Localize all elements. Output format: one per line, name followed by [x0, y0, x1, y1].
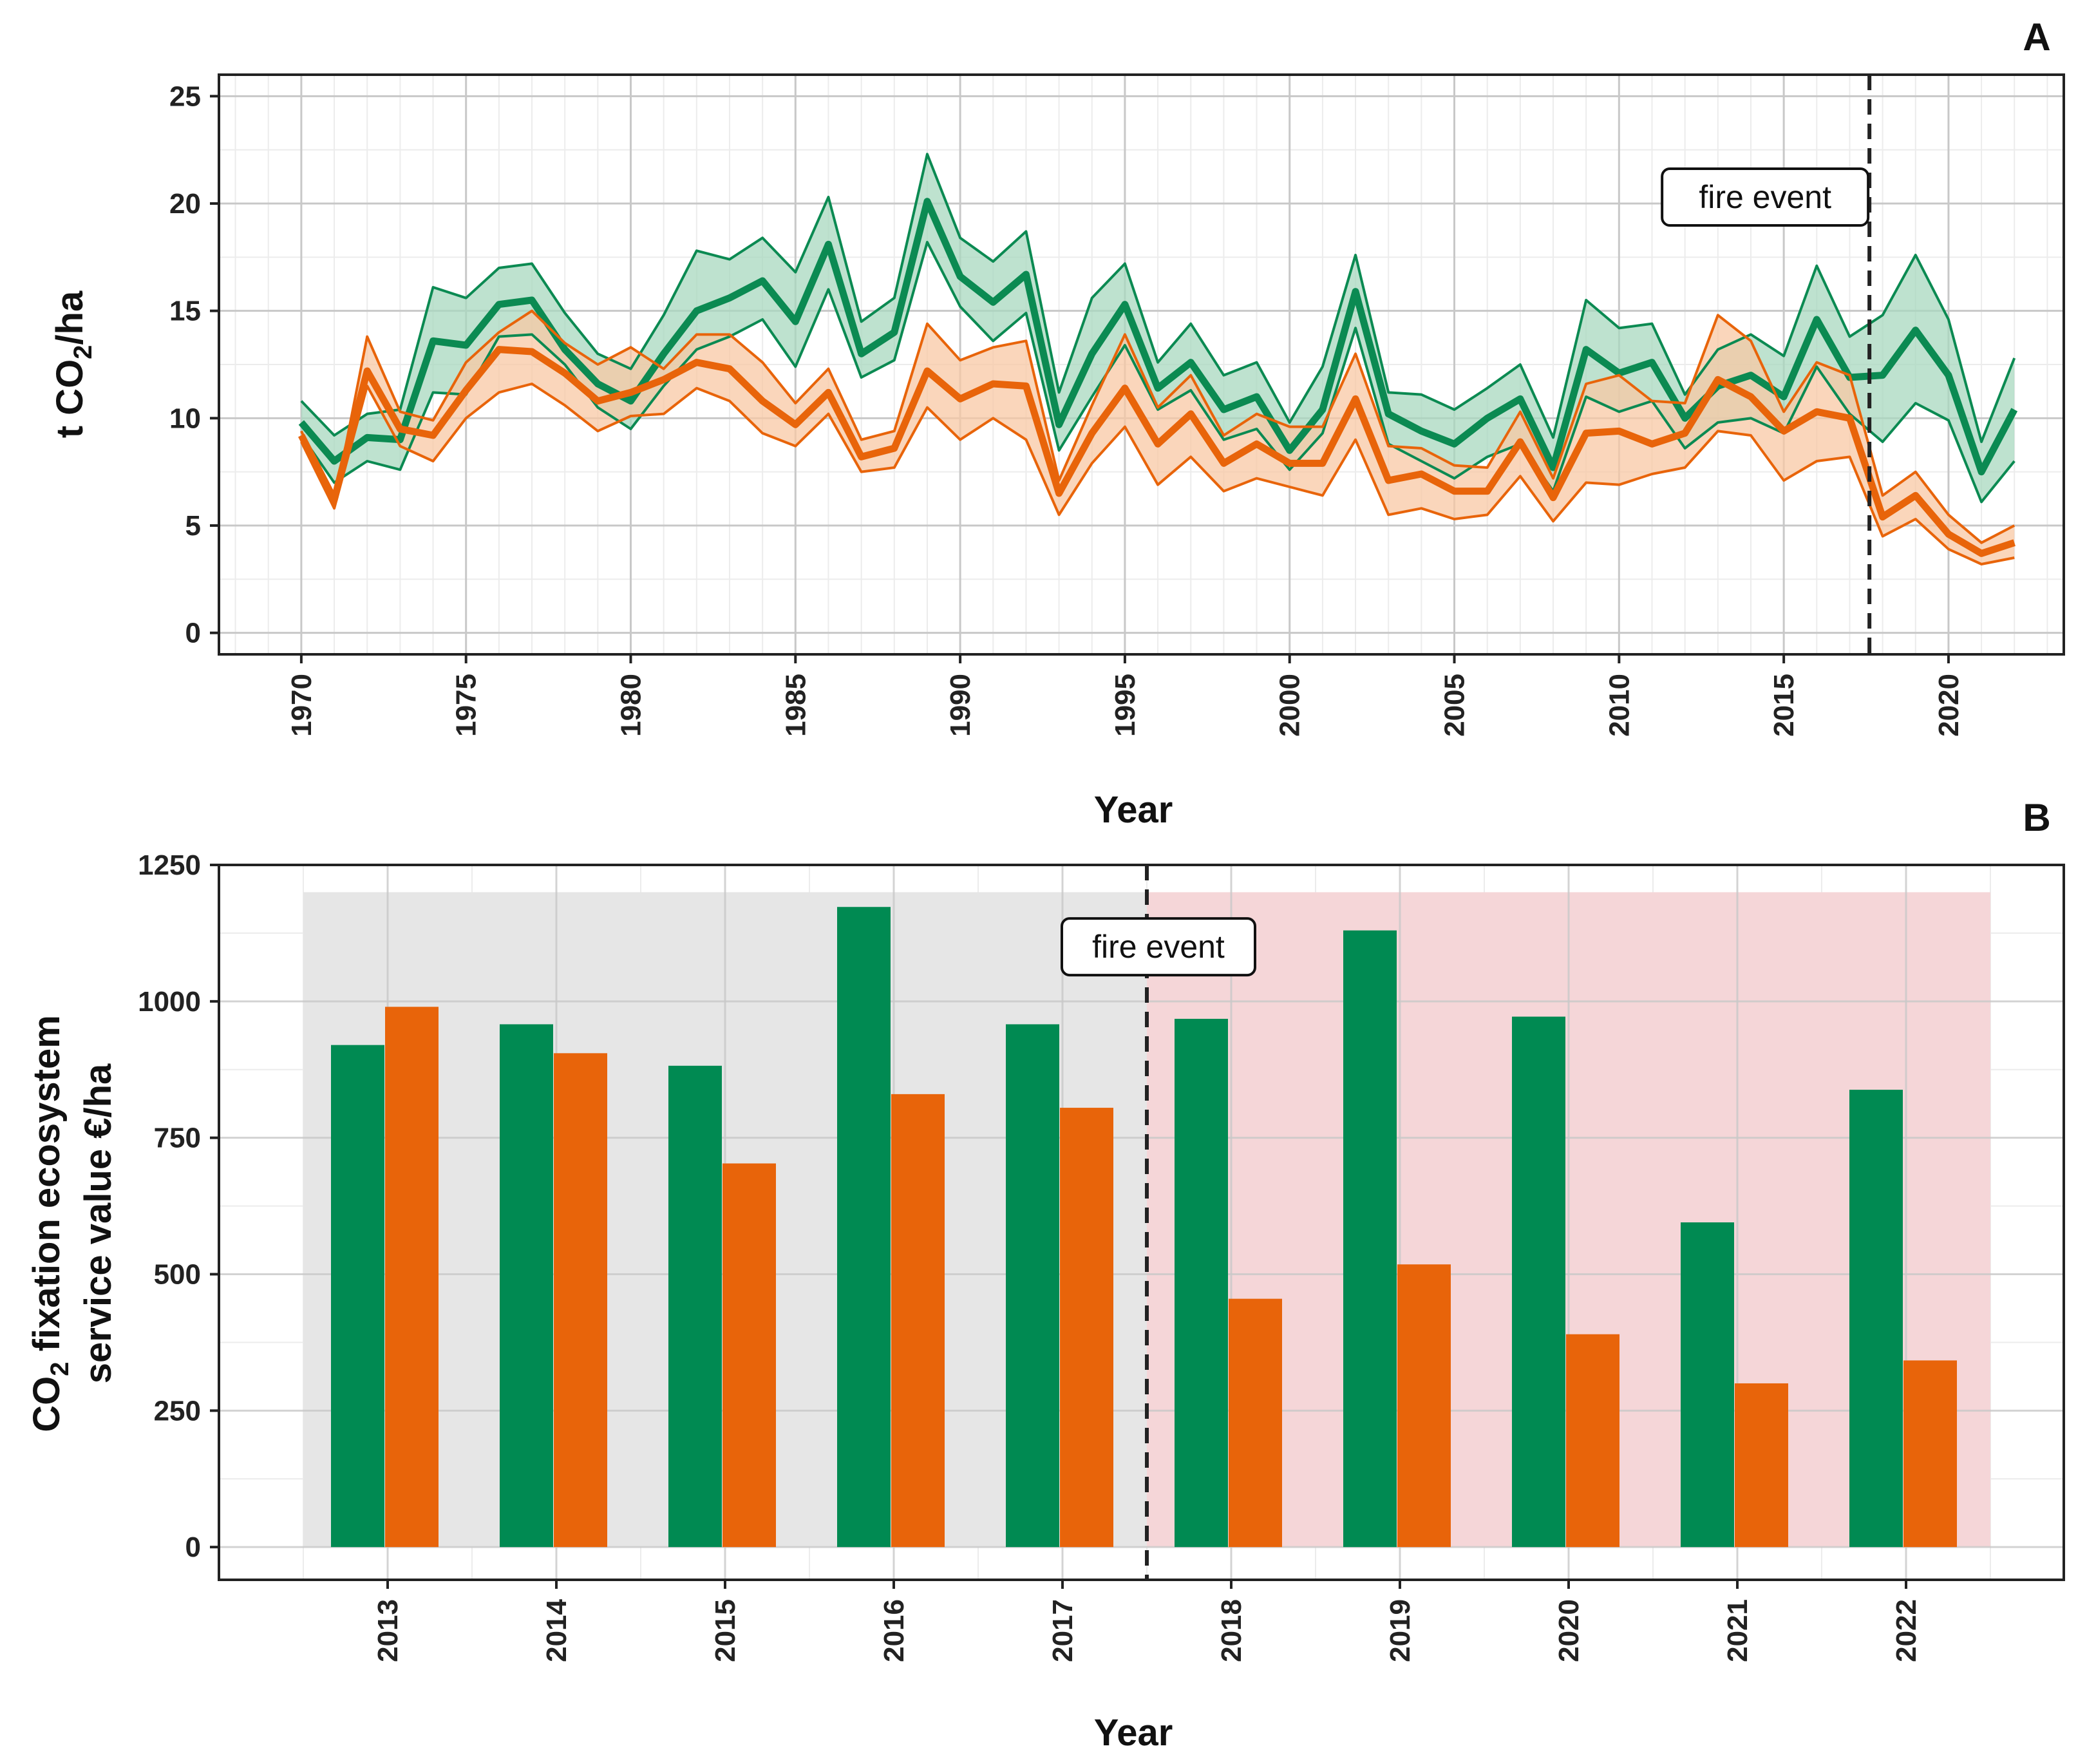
panel-a-upper-line-series-2 [300, 309, 2016, 544]
panel-b-x-tick-label: 2019 [1384, 1599, 1416, 1662]
panel-a-x-ticks: 1970 1975 1980 1985 1990 1995 2000 2005 2010 2015… [286, 654, 1965, 737]
panel-a-x-tick-label: 1985 [780, 674, 811, 737]
panel-b-bar-series-1-2017 [1006, 1024, 1059, 1548]
panel-a-y-ticks: 0 5 10 15 20 25 [169, 81, 219, 649]
panel-b-border [218, 864, 2065, 1581]
panel-a-x-tick-label: 1990 [945, 674, 976, 737]
panel-a-lower-line-series-2 [300, 383, 2015, 565]
panel-b-x-tick-label: 2022 [1891, 1599, 1922, 1662]
panel-b-bar-series-2-2015 [722, 1163, 776, 1548]
panel-b-y-tick-label: 1000 [138, 986, 201, 1018]
panel-a-y-tick-label: 5 [185, 510, 201, 542]
panel-b-y-tick-label: 0 [185, 1532, 201, 1563]
panel-b-x-tick-label: 2020 [1553, 1599, 1585, 1662]
panel-a-y-axis-title: t CO2/ha [49, 290, 97, 438]
panel-b-x-axis-title: Year [1094, 1712, 1173, 1754]
panel-b-x-tick-label: 2016 [878, 1599, 910, 1662]
panel-b-fire-event-label: fire event [1092, 929, 1225, 965]
panel-b-bar-series-1-2022 [1849, 1090, 1903, 1548]
panel-b-y-tick-label: 1250 [138, 849, 201, 881]
panel-b-bar-series-2-2013 [385, 1007, 439, 1548]
panel-a-fire-event-label-box [1661, 167, 1870, 227]
panel-b-x-tick-label: 2021 [1722, 1599, 1753, 1662]
panel-a-fire-event-label: fire event [1699, 179, 1831, 215]
panel-a-x-tick-label: 2010 [1603, 674, 1635, 737]
panel-b-bar-series-2-2016 [891, 1094, 945, 1548]
panel-a-y-tick-label: 10 [169, 403, 201, 434]
panel-b-y-tick-label: 500 [154, 1258, 201, 1290]
panel-a-x-tick-label: 1980 [616, 674, 647, 737]
panel-b-x-tick-label: 2013 [372, 1599, 404, 1662]
panel-b-fire-annotation: fire event [1061, 865, 1256, 1580]
panel-b-bar-series-1-2013 [331, 1045, 384, 1548]
panel-a-fire-annotation: fire event [1661, 75, 1872, 654]
panel-a-x-tick-label: 2015 [1768, 674, 1800, 737]
panel-b-bar-series-2-2020 [1566, 1334, 1619, 1548]
panel-b-bar-series-1-2016 [837, 907, 891, 1548]
panel-b-x-tick-label: 2014 [541, 1598, 572, 1662]
panel-a-x-tick-label: 1970 [286, 674, 317, 737]
panel-a-upper-line-series-1 [300, 153, 2016, 443]
panel-a-border [218, 73, 2065, 656]
panel-b-bar-series-1-2015 [668, 1065, 722, 1548]
panel-b-y-axis-title-line-2: service value €/ha [77, 1063, 119, 1383]
panel-b-y-ticks: 0 250 500 750 1000 1250 [138, 849, 219, 1563]
panel-a-x-tick-label: 2020 [1933, 674, 1965, 737]
panel-a-series-lines [298, 153, 2018, 565]
panel-a-x-tick-label: 1975 [451, 674, 482, 737]
panel-b-x-ticks: 2013 2014 2015 2016 2017 2018 2019 2020 2021 2022 [372, 1580, 1922, 1662]
panel-b-bar-series-2-2018 [1229, 1298, 1282, 1548]
panel-a-y-tick-label: 0 [185, 618, 201, 649]
panel-a-mean-line-series-2 [298, 346, 2016, 557]
panel-a-x-tick-label: 2005 [1439, 674, 1471, 737]
panel-b-bar-series-2-2021 [1735, 1383, 1788, 1548]
panel-b-bar-series-2-2014 [554, 1053, 607, 1548]
panel-a-y-tick-label: 25 [169, 81, 201, 112]
panel-a-x-tick-label: 2000 [1274, 674, 1306, 737]
panel-b-y-axis-title-line-1: CO2 fixation ecosystem [26, 1015, 74, 1432]
panel-b-bars [331, 907, 1957, 1548]
panel-b-bar-series-1-2021 [1681, 1222, 1734, 1548]
panel-a-y-tick-label: 20 [169, 188, 201, 220]
panel-b-bar-series-1-2020 [1512, 1016, 1565, 1548]
panel-b-label: B [2023, 796, 2050, 839]
panel-b-bar-series-1-2018 [1175, 1018, 1228, 1548]
panel-b-bar-series-1-2014 [500, 1024, 553, 1548]
panel-a-x-axis-title: Year [1094, 789, 1173, 831]
panel-b-x-tick-label: 2018 [1216, 1599, 1247, 1662]
panel-b-bar-series-2-2017 [1060, 1108, 1113, 1548]
panel-b-x-tick-label: 2017 [1047, 1599, 1079, 1662]
panel-a-y-tick-label: 15 [169, 296, 201, 327]
panel-b-fire-event-label-box [1061, 917, 1256, 977]
panel-b-x-tick-label: 2015 [710, 1599, 741, 1662]
panel-b-y-tick-label: 250 [154, 1395, 201, 1427]
panel-b-bar-series-2-2022 [1903, 1360, 1957, 1548]
panel-b-bar-series-1-2019 [1343, 930, 1397, 1548]
panel-a-label: A [2023, 15, 2050, 59]
panel-b-y-tick-label: 750 [154, 1123, 201, 1154]
panel-a-x-tick-label: 1995 [1109, 674, 1141, 737]
panel-b-bar-series-2-2019 [1397, 1264, 1451, 1548]
